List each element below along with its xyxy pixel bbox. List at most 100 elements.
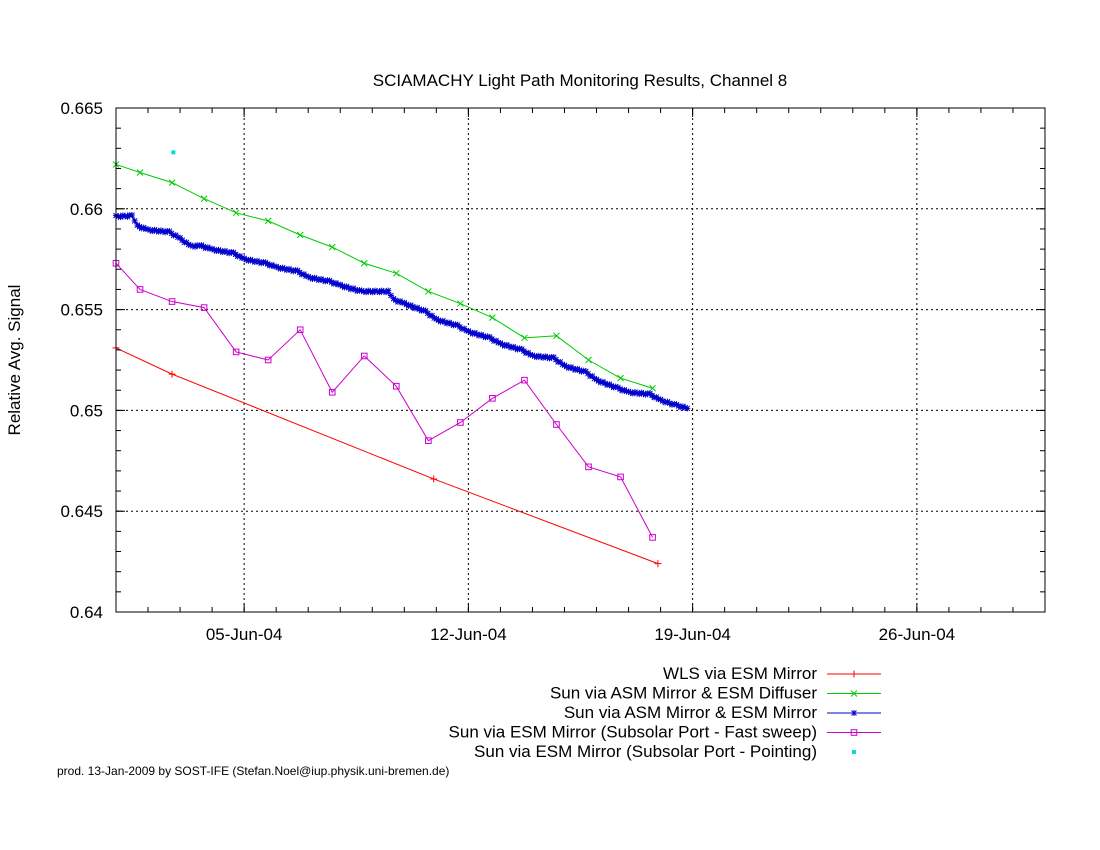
data-point (636, 391, 643, 398)
footer-credit: prod. 13-Jan-2009 by SOST-IFE (Stefan.No… (57, 764, 450, 778)
data-point (305, 273, 312, 280)
data-point (649, 384, 656, 392)
y-tick-label: 0.665 (60, 99, 103, 118)
data-point (258, 260, 265, 267)
data-point (315, 277, 322, 284)
data-point (232, 348, 240, 356)
data-point (531, 353, 538, 360)
data-point (217, 247, 224, 254)
data-point (503, 341, 510, 348)
legend-entry-label: Sun via ASM Mirror & ESM Mirror (564, 703, 817, 722)
series-1 (112, 161, 656, 392)
data-point (318, 275, 325, 282)
data-point (671, 400, 678, 407)
data-point (476, 332, 483, 339)
data-point (290, 268, 297, 275)
data-point (420, 307, 427, 314)
y-tick-label: 0.645 (60, 502, 103, 521)
data-point (249, 257, 256, 264)
data-point (138, 225, 145, 232)
data-point (136, 169, 144, 176)
data-point (155, 228, 162, 235)
legend-entry-label: WLS via ESM Mirror (663, 664, 817, 683)
data-point (418, 307, 425, 314)
data-point (221, 247, 228, 254)
data-point (174, 234, 181, 241)
data-point (393, 382, 400, 390)
y-tick-label: 0.64 (70, 603, 103, 622)
data-point (279, 264, 286, 271)
data-point (649, 534, 656, 541)
data-point (617, 374, 624, 382)
data-point (521, 334, 528, 342)
data-point (638, 389, 645, 396)
data-point (452, 321, 459, 328)
series-line (115, 347, 659, 565)
legend: WLS via ESM Mirror Sun via ASM Mirror & E… (449, 664, 881, 761)
data-point (347, 286, 354, 293)
data-point (563, 363, 570, 370)
legend-entry-label: Sun via ESM Mirror (Subsolar Port - Poin… (474, 742, 817, 761)
data-point (565, 365, 572, 372)
data-point (168, 179, 176, 186)
data-point (546, 355, 553, 362)
data-point (435, 317, 442, 324)
data-point (433, 315, 440, 322)
data-point (296, 326, 304, 334)
data-point (629, 390, 636, 397)
data-point (574, 365, 581, 372)
data-point (572, 366, 579, 373)
data-point (350, 285, 357, 292)
data-point (387, 292, 394, 299)
data-point (431, 315, 438, 322)
data-point (441, 319, 448, 326)
data-point (171, 150, 176, 155)
data-point (852, 750, 856, 754)
data-point (330, 280, 337, 287)
data-point (322, 278, 329, 285)
data-point (482, 334, 489, 341)
data-point (264, 356, 272, 364)
data-point (578, 368, 585, 375)
data-point (508, 344, 515, 351)
data-point (654, 560, 662, 568)
data-point (147, 227, 154, 234)
data-point (640, 390, 647, 397)
data-point (553, 421, 560, 428)
data-point (200, 304, 208, 311)
data-point (224, 249, 231, 256)
data-point (850, 690, 858, 697)
data-point (497, 340, 504, 347)
data-point (484, 333, 491, 340)
data-point (544, 354, 551, 361)
data-point (467, 329, 474, 336)
data-point (473, 331, 480, 338)
data-point (394, 298, 401, 305)
data-point (448, 320, 455, 327)
data-point (232, 209, 240, 217)
data-point (281, 265, 288, 272)
data-point (345, 284, 352, 291)
data-point (211, 246, 218, 253)
data-point (625, 388, 632, 395)
data-point (339, 283, 346, 290)
data-point (619, 387, 626, 394)
x-tick-label: 05-Jun-04 (206, 625, 283, 644)
data-point (320, 277, 327, 284)
data-point (580, 367, 587, 374)
data-point (311, 274, 318, 281)
plot-frame (115, 107, 1046, 613)
data-point (542, 353, 549, 360)
data-point (457, 300, 464, 307)
data-point (559, 361, 566, 368)
data-point (540, 354, 547, 361)
data-point (537, 353, 544, 360)
data-point (168, 370, 176, 378)
data-point (365, 287, 372, 294)
data-point (194, 242, 201, 249)
data-point (514, 346, 521, 353)
data-point (465, 327, 472, 334)
data-point (328, 243, 336, 251)
chart-title: SCIAMACHY Light Path Monitoring Results,… (373, 71, 788, 90)
data-point (245, 257, 252, 264)
